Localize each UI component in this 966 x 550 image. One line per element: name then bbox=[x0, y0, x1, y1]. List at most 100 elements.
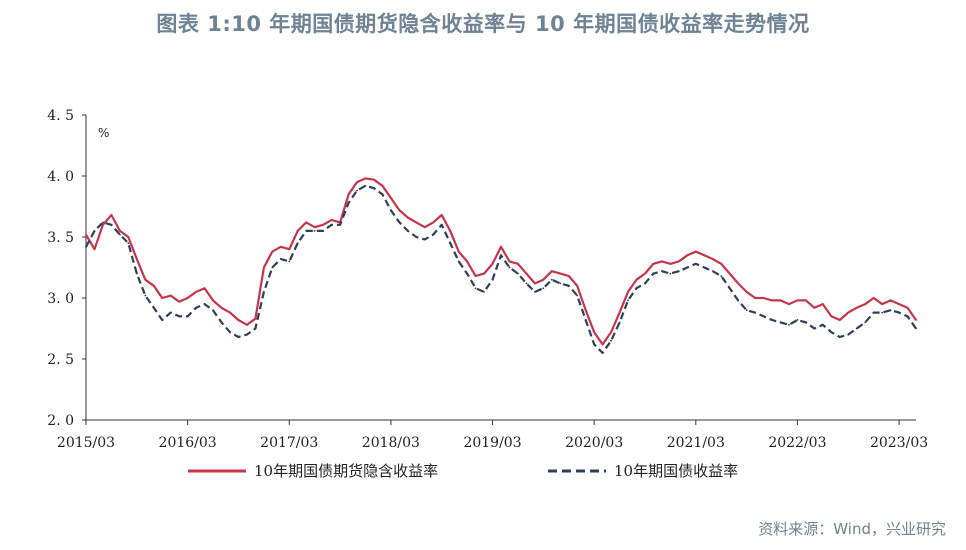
series-point bbox=[483, 291, 485, 293]
series-point bbox=[788, 323, 790, 326]
series-point bbox=[728, 287, 731, 290]
series-point bbox=[711, 258, 714, 260]
series-point bbox=[500, 245, 502, 248]
series-point bbox=[517, 272, 519, 275]
x-tick-label: 2017/03 bbox=[260, 435, 318, 451]
x-tick-label: 2015/03 bbox=[57, 435, 115, 451]
series-point bbox=[161, 297, 164, 299]
series-point bbox=[855, 306, 858, 309]
series-point bbox=[262, 291, 265, 293]
series-point bbox=[627, 291, 629, 293]
series-point bbox=[220, 306, 223, 309]
series-point bbox=[610, 331, 613, 334]
series-point bbox=[406, 230, 409, 232]
series-point bbox=[305, 230, 308, 232]
series-point bbox=[584, 309, 587, 312]
series-point bbox=[203, 287, 206, 290]
series-point bbox=[830, 331, 833, 334]
series-point bbox=[356, 189, 358, 192]
series-point bbox=[601, 343, 604, 346]
series-point bbox=[271, 250, 274, 253]
series-point bbox=[754, 297, 756, 299]
series-point bbox=[855, 327, 858, 330]
series-point bbox=[93, 230, 96, 232]
series-point bbox=[788, 303, 790, 305]
series-point bbox=[847, 333, 850, 336]
series-point bbox=[432, 233, 435, 236]
series-point bbox=[881, 311, 884, 314]
series-point bbox=[313, 230, 316, 232]
series-point bbox=[517, 262, 519, 265]
series-point bbox=[915, 327, 917, 330]
x-tick-label: 2022/03 bbox=[768, 435, 826, 451]
series-point bbox=[195, 291, 198, 293]
series-point bbox=[406, 216, 409, 219]
series-point bbox=[915, 319, 917, 321]
y-tick-label: 3. 0 bbox=[47, 291, 74, 307]
series-point bbox=[898, 303, 900, 305]
series-point bbox=[872, 297, 875, 299]
series-point bbox=[220, 321, 223, 324]
series-point bbox=[821, 323, 824, 326]
series-point bbox=[898, 311, 900, 314]
series-point bbox=[288, 248, 291, 251]
series-point bbox=[677, 270, 680, 273]
series-point bbox=[483, 272, 485, 275]
series-point bbox=[466, 260, 469, 263]
series-point bbox=[661, 270, 663, 273]
series-point bbox=[542, 278, 545, 281]
series-point bbox=[550, 278, 553, 281]
series-point bbox=[906, 306, 909, 309]
series-point bbox=[313, 226, 316, 229]
series-point bbox=[161, 319, 164, 321]
series-point bbox=[576, 294, 579, 297]
series-point bbox=[618, 311, 621, 314]
series-point bbox=[322, 230, 325, 232]
series-point bbox=[237, 336, 240, 338]
series-point bbox=[389, 209, 392, 212]
y-unit-label: % bbox=[98, 126, 109, 140]
x-tick-label: 2023/03 bbox=[870, 435, 928, 451]
series-point bbox=[144, 278, 147, 281]
series-point bbox=[381, 193, 384, 196]
series-point bbox=[246, 333, 248, 336]
x-tick-label: 2016/03 bbox=[159, 435, 217, 451]
y-tick-label: 2. 5 bbox=[47, 352, 74, 368]
series-point bbox=[762, 297, 765, 299]
series-point bbox=[804, 321, 807, 324]
series-point bbox=[627, 299, 629, 302]
x-tick-label: 2020/03 bbox=[565, 435, 623, 451]
series-point bbox=[466, 272, 469, 275]
series-point bbox=[322, 223, 325, 226]
series-point bbox=[381, 184, 384, 187]
series-point bbox=[364, 177, 367, 180]
series-point bbox=[440, 214, 443, 216]
series-point bbox=[644, 282, 646, 285]
series-point bbox=[449, 230, 452, 232]
legend: 10年期国债期货隐含收益率 10年期国债收益率 bbox=[188, 462, 738, 480]
series-point bbox=[262, 266, 265, 269]
series-point bbox=[542, 287, 545, 290]
series-point bbox=[567, 275, 570, 277]
series-point bbox=[339, 223, 341, 226]
series-point bbox=[432, 221, 435, 224]
series-point bbox=[889, 309, 892, 312]
source-note: 资料来源：Wind，兴业研究 bbox=[758, 520, 946, 538]
series-point bbox=[186, 297, 189, 299]
series-point bbox=[847, 311, 850, 314]
series-point bbox=[754, 311, 756, 314]
series-point bbox=[169, 311, 172, 314]
series-point bbox=[796, 319, 799, 321]
series-point bbox=[152, 284, 155, 287]
series-point bbox=[593, 343, 596, 346]
series-point bbox=[652, 262, 655, 265]
series-point bbox=[271, 266, 274, 269]
series-point bbox=[364, 184, 367, 187]
series-point bbox=[686, 254, 689, 257]
series-point bbox=[838, 336, 841, 338]
series-point bbox=[686, 266, 689, 269]
series-point bbox=[830, 315, 833, 318]
series-point bbox=[178, 300, 181, 303]
series-point bbox=[305, 221, 308, 224]
